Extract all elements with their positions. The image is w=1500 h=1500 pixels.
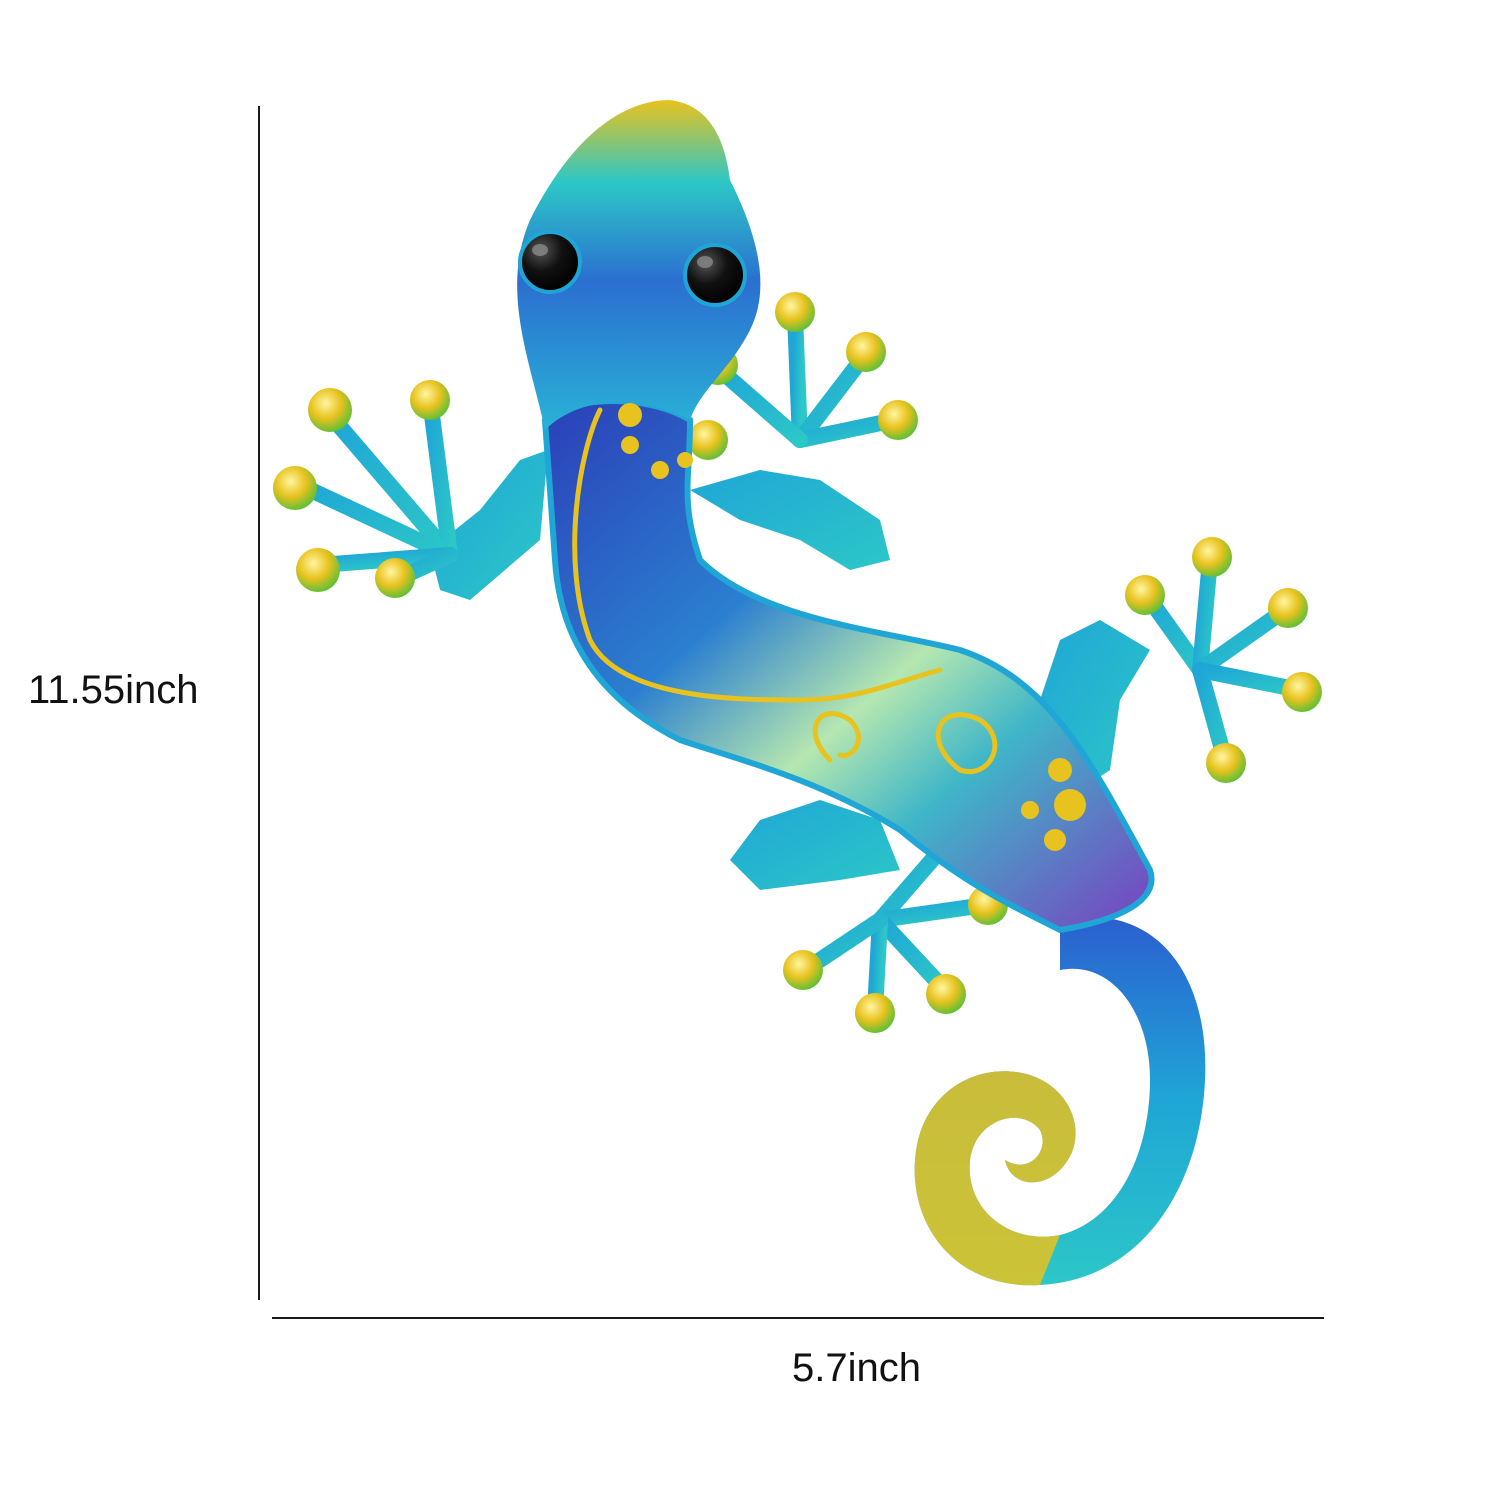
lower-left-leg	[730, 800, 1008, 1033]
body	[541, 398, 1155, 934]
right-eye-icon	[683, 243, 747, 307]
left-eye-icon	[518, 230, 582, 294]
upper-left-leg	[273, 380, 548, 600]
height-dimension-line	[258, 106, 260, 1300]
height-dimension-label: 11.55inch	[28, 668, 199, 712]
tail	[914, 916, 1206, 1286]
width-dimension-label: 5.7inch	[792, 1346, 921, 1390]
width-dimension-line	[272, 1317, 1324, 1319]
upper-right-leg	[688, 292, 918, 570]
head	[517, 100, 761, 430]
